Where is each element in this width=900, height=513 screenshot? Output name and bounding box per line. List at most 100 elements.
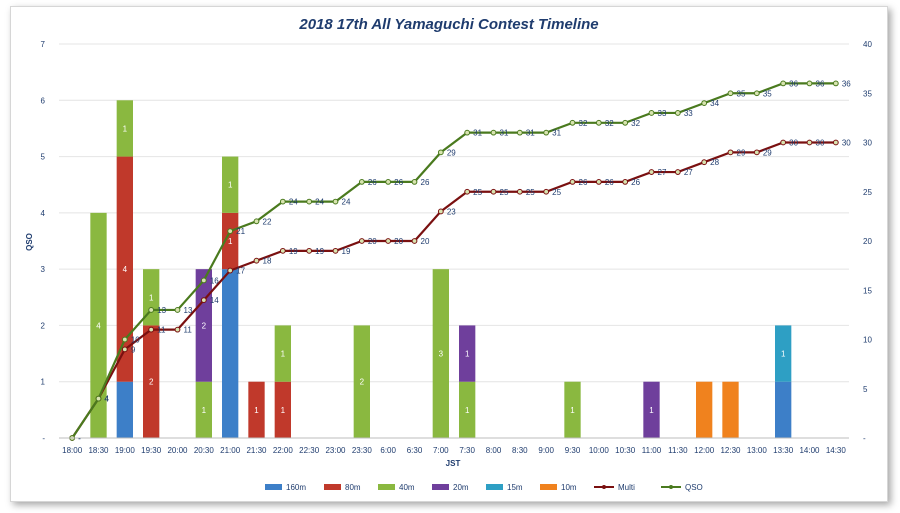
bar-10m-25 [722,381,739,438]
legend-marker-QSO [669,485,673,489]
point-label-QSO: 26 [394,178,403,187]
x-tick-label: 18:00 [62,446,83,455]
point-QSO [543,129,550,136]
bar-40m-11 [353,325,370,438]
point-QSO [516,129,523,136]
bar-40m-1 [90,212,107,438]
legend-label: 40m [399,483,415,492]
y-right-tick-label: - [863,434,866,443]
x-tick-label: 21:00 [220,446,241,455]
bar-label: 1 [570,406,575,415]
line-series: -491111141718191919202020232525252526262… [69,79,851,443]
point-Multi [148,326,155,333]
point-Multi [464,188,471,195]
point-label-Multi: 19 [289,247,298,256]
point-label-Multi: 20 [368,237,377,246]
bar-40m-8 [274,325,291,382]
bar-label: 1 [281,350,286,359]
legend-swatch-80m [324,484,341,490]
legend-label: 80m [345,483,361,492]
bar-label: 1 [254,406,259,415]
point-label-Multi: 26 [605,178,614,187]
bar-80m-2 [116,156,133,382]
x-tick-label: 10:00 [589,446,610,455]
point-Multi [385,238,392,244]
legend-label: 160m [286,483,306,492]
x-tick-label: 20:30 [194,446,215,455]
y-left-tick-label: 4 [41,209,46,218]
y-right-tick-label: 5 [863,385,868,394]
point-Multi [174,326,181,333]
point-label-Multi: 27 [684,168,693,177]
point-QSO [806,80,813,87]
legend-label: QSO [685,483,703,492]
point-label-QSO: 24 [342,198,351,207]
y-left-tick-label: 2 [41,321,46,330]
bar-label: 1 [149,293,154,302]
point-Multi [543,188,550,195]
point-QSO [780,80,787,87]
bar-160m-2 [116,381,133,438]
point-Multi [358,238,365,244]
bar-15m-27 [775,325,792,382]
point-label-Multi: 14 [210,296,219,305]
bar-label: 1 [202,406,207,415]
point-label-QSO: 32 [605,119,614,128]
point-label-QSO: 10 [131,336,140,345]
bar-80m-3 [143,325,160,438]
x-tick-label: 19:30 [141,446,162,455]
point-label-Multi: 30 [816,139,825,148]
legend-marker-Multi [602,485,606,489]
bar-160m-27 [775,381,792,438]
x-tick-label: 7:30 [459,446,475,455]
point-QSO [200,277,207,284]
bar-20m-15 [459,325,476,382]
chart-title: 2018 17th All Yamaguchi Contest Timeline [298,16,598,33]
point-QSO [490,129,497,136]
bar-40m-15 [459,381,476,438]
point-Multi [595,179,602,185]
bar-10m-24 [696,381,713,438]
point-Multi [437,208,444,215]
legend-swatch-10m [540,484,557,490]
point-QSO [227,228,234,235]
point-Multi [516,188,523,195]
legend: 160m 80m 40m 20m 15m 10m Multi QSO [265,483,703,492]
x-tick-label: 14:00 [799,446,820,455]
point-Multi [806,139,813,146]
point-Multi [622,179,629,185]
y-left-tick-label: 5 [41,153,46,162]
point-label-QSO: 26 [421,178,430,187]
point-QSO [385,179,392,185]
legend-swatch-40m [378,484,395,490]
bar-label: 2 [360,378,365,387]
point-QSO [148,307,155,313]
point-label-QSO: 31 [526,129,535,138]
point-label-QSO: 26 [368,178,377,187]
chart-frame: 2018 17th All Yamaguchi Contest Timeline… [10,6,888,502]
y-left-tick-label: - [42,434,45,443]
point-label-Multi: 19 [342,247,351,256]
legend-label: 20m [453,483,469,492]
x-tick-label: 19:00 [115,446,136,455]
x-tick-label: 10:30 [615,446,636,455]
point-Multi [200,297,207,304]
y-right-tick-label: 35 [863,89,872,98]
point-label-QSO: 16 [210,276,219,285]
y-left-tick-label: 1 [41,378,46,387]
x-tick-label: 18:30 [88,446,109,455]
point-Multi [780,139,787,146]
point-label-Multi: 25 [473,188,482,197]
gridlines [59,43,849,439]
bar-40m-14 [432,269,449,438]
bar-40m-19 [564,381,581,438]
point-QSO [648,110,655,116]
bar-40m-6 [222,156,239,213]
x-tick-label: 22:30 [299,446,320,455]
point-label-QSO: 31 [500,129,509,138]
x-tick-label: 9:30 [565,446,581,455]
bar-80m-6 [222,212,239,270]
point-label-Multi: 11 [157,326,166,335]
point-label-Multi: 30 [842,139,851,148]
